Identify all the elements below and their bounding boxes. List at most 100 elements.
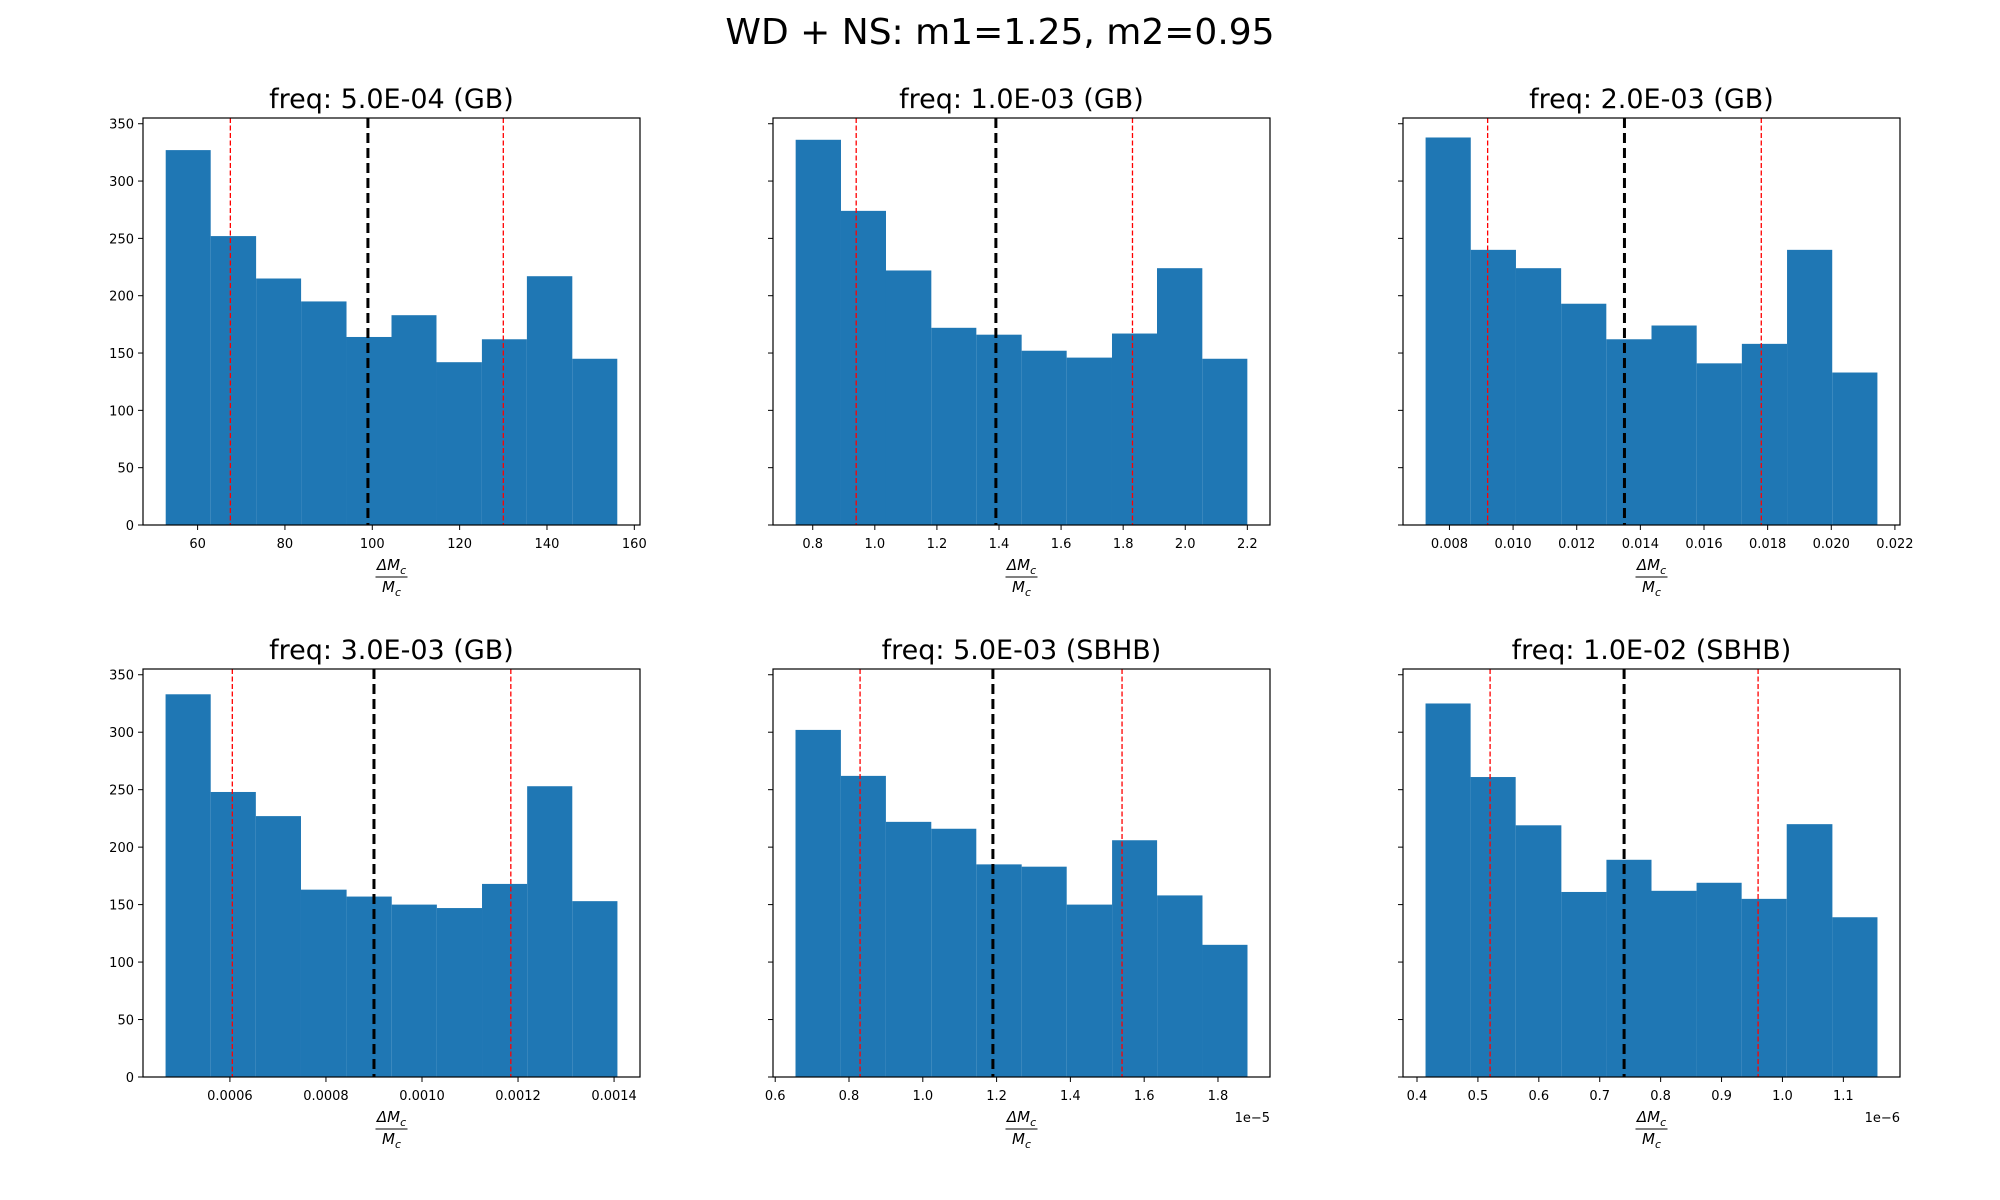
x-tick-label: 1.8 <box>1113 537 1134 552</box>
x-tick-label: 0.0006 <box>207 1089 253 1104</box>
histogram-bar <box>931 828 977 1077</box>
histogram-bar <box>572 358 618 525</box>
histogram-bar <box>210 791 256 1077</box>
x-tick-label: 0.010 <box>1494 537 1531 552</box>
x-tick-label: 1.4 <box>1060 1089 1081 1104</box>
x-tick-label: 1.1 <box>1833 1089 1854 1104</box>
histogram-bar <box>1561 891 1607 1077</box>
y-tick-label: 200 <box>109 841 134 856</box>
x-tick-label: 0.0008 <box>303 1089 349 1104</box>
histogram-bar <box>255 816 301 1077</box>
x-tick-label: 0.8 <box>839 1089 860 1104</box>
x-axis-label-part: ΔMc <box>1006 1108 1036 1129</box>
x-tick-label: 0.4 <box>1407 1089 1428 1104</box>
x-tick-label: 0.0010 <box>399 1089 445 1104</box>
x-tick-label: 1.2 <box>986 1089 1007 1104</box>
histogram-bar <box>1202 944 1248 1077</box>
subplot-5: 0.6 0.8 1.0 1.2 1.4 1.6 1.8 1e−5 freq: 5.0E-03 (… <box>765 635 1271 1151</box>
x-tick-label: 0.7 <box>1589 1089 1610 1104</box>
histogram-bar <box>1561 303 1607 525</box>
histogram-bar <box>527 786 573 1077</box>
histogram-bar <box>391 904 437 1077</box>
axes-frame <box>142 117 641 526</box>
histogram-bar <box>1651 325 1697 525</box>
histogram-bar <box>1651 890 1697 1077</box>
y-tick-label: 200 <box>109 290 134 305</box>
histogram-bar <box>165 694 211 1077</box>
x-tick-label: 1.0 <box>912 1089 933 1104</box>
x-tick-label: 2.2 <box>1237 537 1258 552</box>
subplot-title: freq: 3.0E-03 (GB) <box>269 635 514 666</box>
y-tick-label: 0 <box>126 1071 134 1086</box>
x-tick-label: 0.8 <box>802 537 823 552</box>
histogram-bar <box>1696 882 1742 1077</box>
x-tick-label: 1.6 <box>1134 1089 1155 1104</box>
histogram-bar <box>1741 343 1788 525</box>
histogram-bar <box>1425 137 1471 525</box>
axes-frame <box>772 668 1271 1078</box>
x-tick-label: 0.018 <box>1749 537 1786 552</box>
axes-frame <box>142 668 641 1078</box>
x-tick-label: 80 <box>277 537 294 552</box>
histogram-bar <box>436 362 482 525</box>
histogram-bar <box>165 150 211 525</box>
x-tick-label: 100 <box>360 537 385 552</box>
histogram-bar <box>572 901 618 1077</box>
y-tick-label: 0 <box>126 519 134 534</box>
y-tick-label: 100 <box>109 404 134 419</box>
histogram-bar <box>931 327 977 525</box>
subplot-title: freq: 1.0E-03 (GB) <box>899 84 1144 115</box>
subplot-title: freq: 1.0E-02 (SBHB) <box>1512 635 1792 666</box>
histogram-bar <box>1696 363 1742 525</box>
histogram-bar <box>840 210 886 525</box>
histogram-bar <box>1832 372 1878 525</box>
histogram-bar <box>300 889 347 1077</box>
histogram-bar <box>436 908 483 1077</box>
histogram-bar <box>1515 825 1562 1077</box>
histogram-bar <box>1470 249 1516 525</box>
y-tick-label: 50 <box>117 1014 134 1029</box>
histogram-bar <box>840 775 886 1077</box>
y-tick-label: 300 <box>109 726 134 741</box>
y-tick-label: 250 <box>109 232 134 247</box>
x-axis-label-part: ΔMc <box>1006 556 1036 577</box>
x-tick-label: 0.020 <box>1813 537 1850 552</box>
x-tick-label: 1.0 <box>1772 1089 1793 1104</box>
x-axis-label-part: Mc <box>1642 1130 1661 1151</box>
x-tick-label: 0.022 <box>1876 537 1913 552</box>
x-tick-label: 0.5 <box>1468 1089 1489 1104</box>
subplot-title: freq: 2.0E-03 (GB) <box>1529 84 1774 115</box>
y-tick-label: 350 <box>109 118 134 133</box>
x-tick-label: 0.012 <box>1558 537 1595 552</box>
histogram-bar <box>256 278 302 525</box>
histogram-bar <box>1157 268 1203 525</box>
x-tick-label: 0.9 <box>1711 1089 1732 1104</box>
axes-frame <box>772 117 1271 526</box>
figure-title: WD + NS: m1=1.25, m2=0.95 <box>725 12 1275 53</box>
x-tick-label: 120 <box>447 537 472 552</box>
subplot-6: 0.4 0.5 0.6 0.7 0.8 0.9 1.0 1.1 1e−6 freq: 1.0E-0… <box>1398 635 1901 1151</box>
histogram-bar <box>1111 333 1158 525</box>
x-tick-label: 160 <box>622 537 647 552</box>
histogram-bar <box>885 821 932 1077</box>
y-tick-label: 100 <box>109 956 134 971</box>
x-axis-label-part: Mc <box>1012 578 1031 599</box>
histogram-bar <box>976 334 1022 525</box>
x-axis-label-part: ΔMc <box>1636 556 1666 577</box>
axes-frame <box>1402 117 1901 526</box>
y-tick-label: 350 <box>109 669 134 684</box>
x-tick-label: 0.6 <box>765 1089 786 1104</box>
subplot-3: 0.008 0.010 0.012 0.014 0.016 0.018 0.020 0.022… <box>1398 84 1914 599</box>
histogram-bar <box>1832 917 1878 1077</box>
x-tick-label: 0.0014 <box>591 1089 637 1104</box>
histogram-bar <box>976 864 1022 1077</box>
x-tick-label: 1.6 <box>1051 537 1072 552</box>
histogram-bar <box>1425 703 1471 1077</box>
histogram-bar <box>885 270 932 525</box>
subplot-title: freq: 5.0E-03 (SBHB) <box>882 635 1162 666</box>
